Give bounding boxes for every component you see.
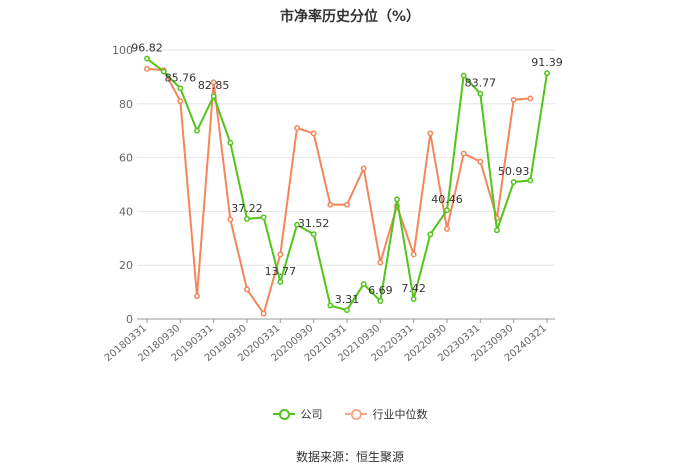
y-tick-label: 60 [119, 152, 133, 165]
data-point-industry [310, 130, 317, 137]
data-point-company [177, 85, 184, 92]
data-label: 7.42 [401, 282, 426, 295]
data-point-company [444, 207, 450, 214]
data-label: 37.22 [231, 202, 263, 215]
y-tick-label: 80 [119, 98, 133, 111]
data-point-industry [527, 95, 534, 102]
data-label: 31.52 [298, 217, 330, 230]
data-label: 40.46 [431, 193, 463, 206]
data-label: 85.76 [165, 71, 197, 84]
data-point-company [160, 68, 167, 75]
y-tick-label: 40 [119, 205, 133, 218]
data-point-company [277, 279, 284, 285]
data-point-industry [294, 125, 300, 131]
data-point-company [410, 296, 417, 302]
data-point-industry [460, 150, 467, 157]
data-point-company [527, 177, 534, 184]
data-label: 91.39 [531, 56, 563, 69]
legend: 公司 行业中位数 [0, 406, 700, 422]
legend-label-industry: 行业中位数 [372, 408, 428, 421]
data-point-company [377, 298, 384, 304]
grid-layer [137, 49, 555, 266]
data-label: 50.93 [498, 165, 530, 178]
legend-item-company[interactable]: 公司 [272, 406, 323, 422]
y-tick-label: 100 [112, 44, 133, 57]
data-point-industry [510, 96, 517, 103]
data-point-company [194, 127, 200, 134]
data-point-company [344, 307, 350, 314]
chart-title: 市净率历史分位（%） [279, 9, 421, 25]
data-point-industry [260, 310, 267, 317]
data-point-company [144, 55, 150, 62]
y-tick-label: 20 [119, 259, 133, 272]
data-point-industry [427, 130, 434, 137]
series-line-industry [146, 67, 531, 315]
data-point-company [427, 231, 434, 238]
legend-marker-company [272, 409, 295, 420]
data-point-company [510, 179, 517, 185]
data-point-company [210, 93, 217, 100]
data-point-company [494, 227, 500, 234]
data-point-industry [277, 251, 284, 258]
data-point-industry [227, 216, 234, 223]
data-point-industry [344, 201, 350, 208]
data-point-company [394, 196, 400, 203]
data-point-company [260, 214, 267, 221]
data-point-industry [360, 165, 367, 172]
data-point-industry [244, 286, 250, 293]
data-point-industry [327, 201, 334, 208]
data-point-industry [444, 225, 450, 232]
legend-label-company: 公司 [300, 408, 323, 421]
series-layer [144, 55, 550, 317]
data-label: 83.77 [465, 77, 497, 90]
data-label: 82.85 [198, 79, 230, 92]
source-note: 数据来源：恒生聚源 [295, 450, 404, 464]
y-tick-label: 0 [126, 313, 133, 326]
data-point-company [544, 70, 550, 77]
data-point-industry [210, 79, 217, 86]
legend-item-industry[interactable]: 行业中位数 [344, 406, 428, 422]
data-point-company [460, 72, 467, 79]
data-label: 3.31 [335, 293, 360, 306]
data-point-industry [410, 251, 417, 258]
data-point-company [310, 231, 317, 238]
data-point-company [360, 281, 367, 287]
data-label: 6.69 [368, 284, 393, 297]
data-point-company [244, 215, 250, 222]
data-point-industry [477, 158, 484, 165]
legend-marker-industry [344, 409, 367, 420]
data-point-industry [177, 98, 184, 105]
data-point-industry [144, 65, 150, 72]
data-point-company [294, 221, 300, 228]
data-label: 96.82 [131, 42, 163, 55]
data-point-company [227, 139, 234, 146]
data-point-industry [377, 259, 384, 266]
data-point-company [327, 302, 334, 309]
data-point-industry [194, 293, 200, 300]
data-label: 13.77 [265, 265, 297, 278]
data-point-company [477, 90, 484, 97]
